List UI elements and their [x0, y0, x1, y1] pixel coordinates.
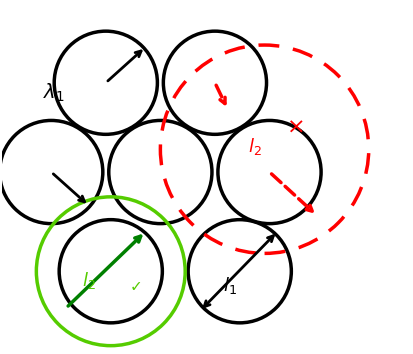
Text: $l_2$: $l_2$	[82, 270, 95, 291]
Text: $l_1$: $l_1$	[222, 275, 236, 296]
Text: $l_2$: $l_2$	[247, 136, 261, 157]
Text: $\checkmark$: $\checkmark$	[128, 278, 140, 293]
Text: $\lambda_1$: $\lambda_1$	[43, 81, 65, 104]
Text: $\times$: $\times$	[286, 116, 304, 136]
